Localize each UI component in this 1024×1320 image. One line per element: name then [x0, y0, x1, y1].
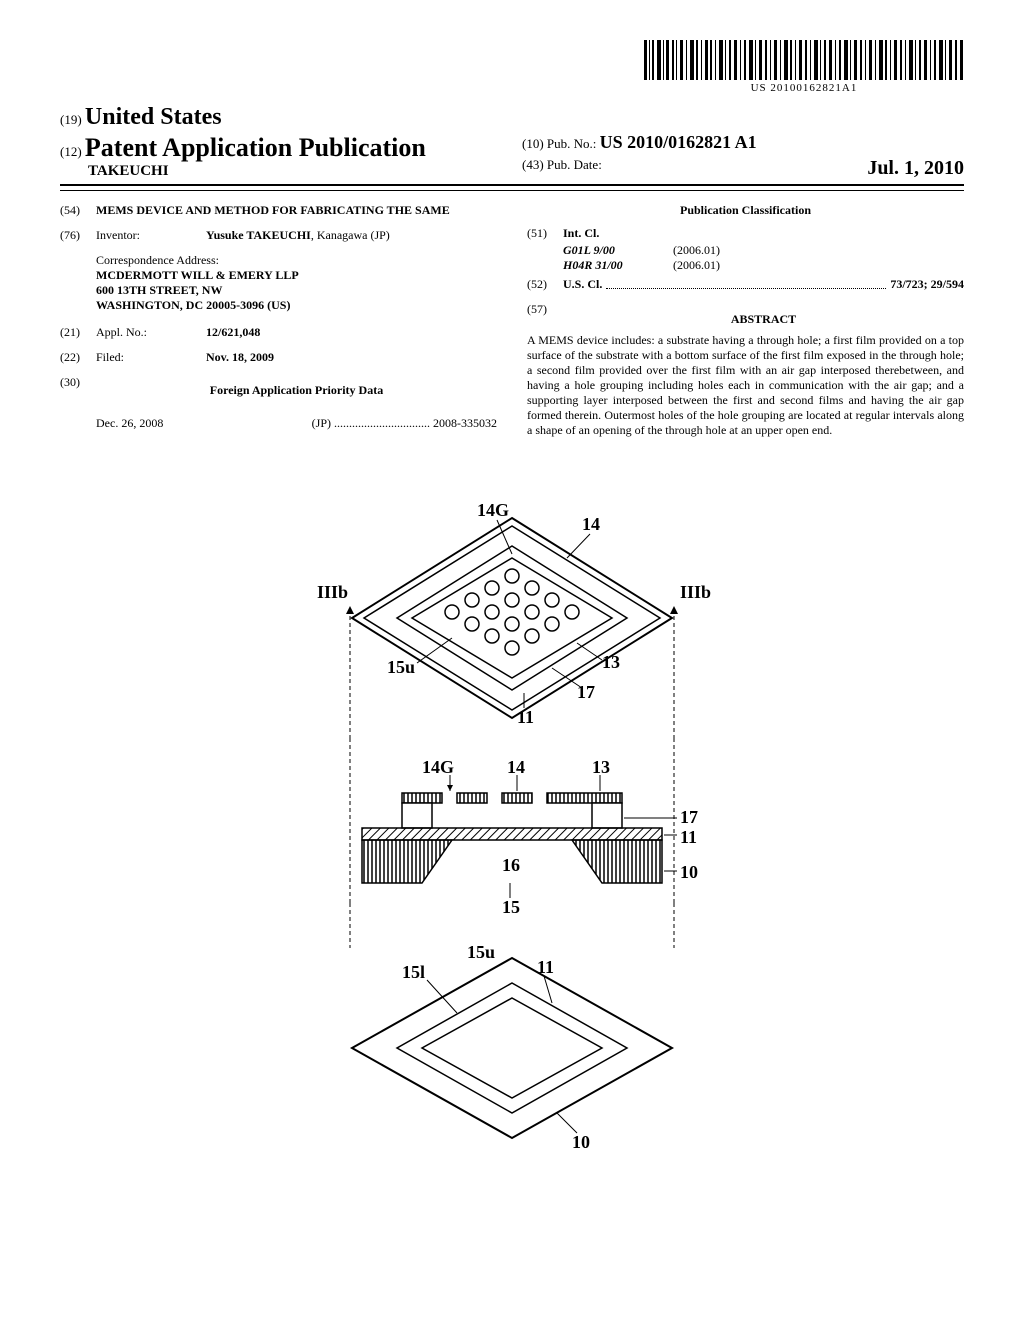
pub-no-value: US 2010/0162821 A1 — [600, 132, 757, 152]
priority-number: 2008-335032 — [433, 416, 497, 430]
fig-label: 16 — [502, 855, 520, 875]
patent-figure: 14G 14 IIIb IIIb 15u 13 17 11 — [302, 498, 722, 1158]
int-cl-code: (51) — [527, 226, 563, 241]
filed-label: Filed: — [96, 350, 206, 365]
pub-no-label: Pub. No.: — [547, 136, 596, 151]
fig-label: 14G — [477, 500, 509, 520]
figure-area: 14G 14 IIIb IIIb 15u 13 17 11 — [60, 498, 964, 1163]
int-cl-2: H04R 31/00 — [563, 258, 673, 273]
priority-dots: ................................ — [334, 416, 430, 430]
appl-code: (21) — [60, 325, 96, 340]
int-cl-1: G01L 9/00 — [563, 243, 673, 258]
priority-heading: Foreign Application Priority Data — [96, 383, 497, 398]
fig-label: 15u — [387, 657, 415, 677]
us-cl-dots — [606, 277, 886, 289]
priority-date: Dec. 26, 2008 — [96, 416, 163, 431]
pub-no-code: (10) — [522, 136, 544, 151]
barcode-text: US 20100162821A1 — [644, 82, 964, 94]
priority-code: (30) — [60, 375, 96, 406]
inventor-loc: , Kanagawa (JP) — [311, 228, 390, 242]
fig-label: 14 — [582, 514, 600, 534]
us-cl-label: U.S. Cl. — [563, 277, 602, 291]
fig-label: 17 — [680, 807, 698, 827]
fig-label: IIIb — [680, 582, 711, 602]
abstract-code: (57) — [527, 302, 563, 333]
us-cl-code: (52) — [527, 277, 563, 292]
fig-label: 14 — [507, 757, 525, 777]
title-code: (54) — [60, 203, 96, 218]
fig-label: 10 — [572, 1132, 590, 1152]
int-cl-1-year: (2006.01) — [673, 243, 720, 258]
correspondence-line1: MCDERMOTT WILL & EMERY LLP — [96, 268, 299, 282]
fig-label: 17 — [577, 682, 595, 702]
header-right: (10) Pub. No.: US 2010/0162821 A1 (43) P… — [502, 132, 964, 180]
pub-code: (12) — [60, 144, 82, 159]
filed-value: Nov. 18, 2009 — [206, 350, 274, 364]
header-row: (19) United States (12) Patent Applicati… — [60, 104, 964, 186]
fig-label: 11 — [517, 707, 534, 727]
abstract-heading: ABSTRACT — [563, 312, 964, 327]
country-code: (19) — [60, 112, 82, 127]
fig-label: 15l — [402, 962, 425, 982]
fig-label: 11 — [680, 827, 697, 847]
priority-country: (JP) — [312, 416, 331, 430]
fig-label: 15u — [467, 942, 495, 962]
appl-label: Appl. No.: — [96, 325, 206, 340]
classification-heading: Publication Classification — [527, 203, 964, 218]
us-cl-value: 73/723; 29/594 — [890, 277, 964, 291]
correspondence-label: Correspondence Address: — [96, 253, 497, 268]
fig-label: 13 — [602, 652, 620, 672]
right-column: Publication Classification (51) Int. Cl.… — [527, 203, 964, 438]
barcode: US 20100162821A1 — [644, 40, 964, 94]
inventor-surname: TAKEUCHI — [60, 163, 502, 180]
int-cl-label: Int. Cl. — [563, 226, 599, 240]
fig-label: 15 — [502, 897, 520, 917]
fig-label: 14G — [422, 757, 454, 777]
thin-rule — [60, 190, 964, 191]
header-left: (19) United States (12) Patent Applicati… — [60, 104, 502, 180]
abstract-text: A MEMS device includes: a substrate havi… — [527, 333, 964, 438]
inventor-label: Inventor: — [96, 228, 206, 243]
pub-type: Patent Application Publication — [85, 133, 426, 162]
fig-label: 10 — [680, 862, 698, 882]
invention-title: MEMS DEVICE AND METHOD FOR FABRICATING T… — [96, 203, 450, 218]
inventor-name: Yusuke TAKEUCHI — [206, 228, 311, 242]
biblio-columns: (54) MEMS DEVICE AND METHOD FOR FABRICAT… — [60, 203, 964, 438]
correspondence-line3: WASHINGTON, DC 20005-3096 (US) — [96, 298, 290, 312]
appl-value: 12/621,048 — [206, 325, 260, 339]
barcode-area: US 20100162821A1 — [60, 40, 964, 96]
fig-label: 13 — [592, 757, 610, 777]
correspondence-line2: 600 13TH STREET, NW — [96, 283, 222, 297]
country-name: United States — [85, 104, 222, 130]
correspondence-block: Correspondence Address: MCDERMOTT WILL &… — [96, 253, 497, 313]
int-cl-2-year: (2006.01) — [673, 258, 720, 273]
inventor-code: (76) — [60, 228, 96, 243]
left-column: (54) MEMS DEVICE AND METHOD FOR FABRICAT… — [60, 203, 497, 438]
filed-code: (22) — [60, 350, 96, 365]
pub-date-label: Pub. Date: — [547, 157, 602, 172]
pub-date-code: (43) — [522, 157, 544, 172]
fig-label: IIIb — [317, 582, 348, 602]
pub-date-value: Jul. 1, 2010 — [867, 157, 964, 180]
fig-label: 11 — [537, 957, 554, 977]
